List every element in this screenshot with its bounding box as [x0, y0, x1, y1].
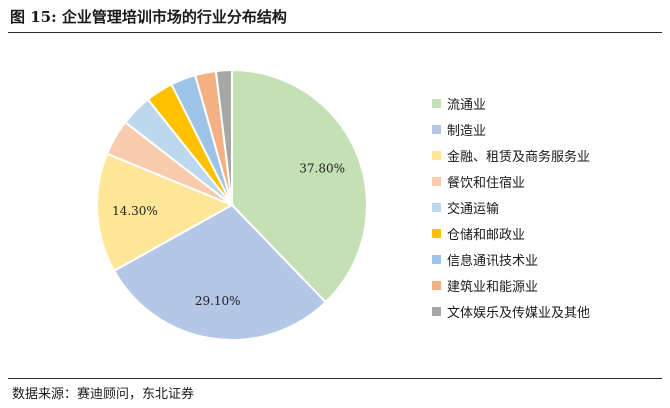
legend-item: 流通业 — [432, 90, 590, 116]
legend-swatch — [432, 176, 441, 186]
legend-swatch — [432, 98, 441, 108]
slice-value-label: 29.10% — [195, 294, 241, 308]
slice-value-label: 37.80% — [299, 162, 345, 176]
legend-item: 文体娱乐及传媒业及其他 — [432, 298, 590, 324]
chart-legend: 流通业制造业金融、租赁及商务服务业 餐饮和住宿业 交通运输仓储和邮政业 信息通讯技术业… — [432, 90, 590, 324]
legend-label: 信息通讯技术业 — [447, 253, 539, 269]
legend-swatch — [432, 202, 441, 212]
legend-label: 仓储和邮政业 — [447, 227, 526, 243]
legend-swatch — [432, 306, 441, 316]
legend-swatch — [432, 280, 441, 290]
legend-label: 流通业 — [447, 97, 487, 113]
source-rule — [8, 378, 662, 379]
legend-item: 餐饮和住宿业 — [432, 168, 590, 194]
legend-label: 文体娱乐及传媒业及其他 — [447, 305, 591, 321]
pie-slice — [96, 152, 235, 273]
legend-label: 餐饮和住宿业 — [447, 175, 526, 191]
pie-slice — [112, 203, 328, 341]
legend-label: 建筑业和能源业 — [447, 279, 539, 295]
pie-slice — [214, 68, 233, 206]
legend-swatch — [432, 124, 441, 134]
legend-label: 交通运输 — [447, 201, 500, 217]
legend-item: 金融、租赁及商务服务业 — [432, 142, 590, 168]
pie-slice — [231, 68, 368, 304]
legend-label: 制造业 — [447, 123, 487, 139]
legend-swatch — [432, 254, 441, 264]
legend-swatch — [432, 228, 441, 238]
data-source: 数据来源：赛迪顾问，东北证券 — [12, 387, 195, 402]
legend-item: 仓储和邮政业 — [432, 220, 590, 246]
legend-item: 信息通讯技术业 — [432, 246, 590, 272]
legend-label: 金融、租赁及商务服务业 — [447, 149, 591, 165]
title-rule — [8, 32, 662, 33]
chart-title: 图 15: 企业管理培训市场的行业分布结构 — [10, 8, 287, 26]
legend-item: 建筑业和能源业 — [432, 272, 590, 298]
legend-item: 制造业 — [432, 116, 590, 142]
legend-item: 交通运输 — [432, 194, 590, 220]
legend-swatch — [432, 150, 441, 160]
slice-value-label: 14.30% — [112, 204, 158, 218]
